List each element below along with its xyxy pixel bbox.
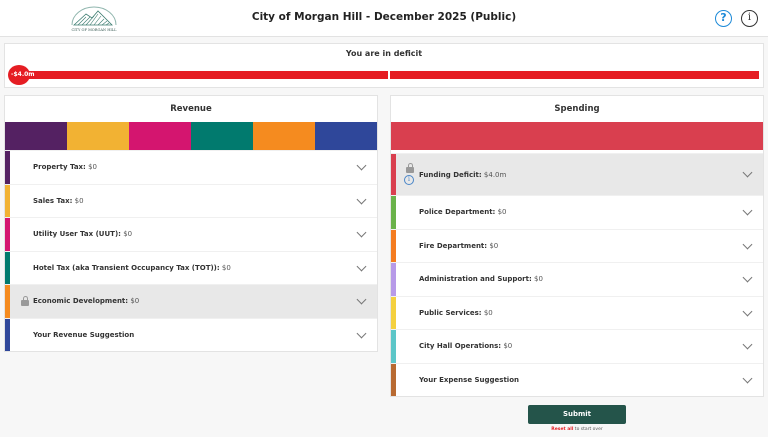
row-label: Your Revenue Suggestion xyxy=(33,330,135,339)
spending-row-funding-deficit[interactable]: i Funding Deficit: $4.0m xyxy=(391,153,763,195)
strip-segment xyxy=(5,122,67,150)
deficit-bar-midpoint xyxy=(388,71,390,79)
row-label: Funding Deficit: $4.0m xyxy=(419,171,507,179)
spending-row-city-hall[interactable]: City Hall Operations: $0 xyxy=(391,329,763,363)
chevron-down-icon[interactable] xyxy=(356,227,367,238)
svg-text:CITY OF MORGAN HILL: CITY OF MORGAN HILL xyxy=(71,28,117,32)
chevron-down-icon[interactable] xyxy=(742,167,753,178)
chevron-down-icon[interactable] xyxy=(356,294,367,305)
color-indicator xyxy=(5,318,10,351)
spending-title: Spending xyxy=(554,104,600,114)
revenue-title: Revenue xyxy=(170,104,212,114)
revenue-row-property-tax[interactable]: Property Tax: $0 xyxy=(5,150,377,184)
revenue-row-hotel-tax[interactable]: Hotel Tax (aka Transient Occupancy Tax (… xyxy=(5,250,377,284)
header: CITY OF MORGAN HILL City of Morgan Hill … xyxy=(0,0,768,37)
spending-row-fire[interactable]: Fire Department: $0 xyxy=(391,228,763,262)
strip-segment xyxy=(253,122,315,150)
chevron-down-icon[interactable] xyxy=(742,306,753,316)
strip-segment xyxy=(315,122,377,150)
color-indicator xyxy=(391,154,396,195)
spending-row-police[interactable]: Police Department: $0 xyxy=(391,195,763,229)
row-label: Police Department: $0 xyxy=(419,208,507,216)
color-indicator xyxy=(5,251,10,284)
city-logo: CITY OF MORGAN HILL xyxy=(71,6,117,32)
chevron-down-icon[interactable] xyxy=(356,328,367,338)
chevron-down-icon[interactable] xyxy=(356,194,367,204)
spending-color-strip xyxy=(391,122,763,150)
color-indicator xyxy=(391,363,396,396)
color-indicator xyxy=(391,263,396,296)
revenue-row-economic-development[interactable]: Economic Development: $0 xyxy=(5,284,377,318)
row-label: Sales Tax: $0 xyxy=(33,196,84,205)
color-indicator xyxy=(5,218,10,251)
deficit-card: You are in deficit -$4.0m xyxy=(4,43,764,88)
color-indicator xyxy=(5,151,10,184)
spending-panel: Spending i Funding Deficit: $4.0m Police… xyxy=(390,95,764,397)
deficit-bar xyxy=(9,71,759,79)
color-indicator xyxy=(391,196,396,229)
row-label: Property Tax: $0 xyxy=(33,163,98,171)
revenue-row-utility-user-tax[interactable]: Utility User Tax (UUT): $0 xyxy=(5,217,377,251)
chevron-down-icon[interactable] xyxy=(742,205,753,216)
strip-segment xyxy=(67,122,129,150)
chevron-down-icon[interactable] xyxy=(742,272,753,283)
reset-all-link[interactable]: Reset all xyxy=(551,427,574,432)
chevron-down-icon[interactable] xyxy=(742,239,753,249)
deficit-status: You are in deficit xyxy=(345,49,423,58)
info-icon[interactable]: i xyxy=(741,10,758,27)
lock-icon xyxy=(21,296,29,306)
revenue-color-strip xyxy=(5,122,377,150)
color-indicator xyxy=(5,285,10,318)
spending-row-public-services[interactable]: Public Services: $0 xyxy=(391,295,763,329)
row-label: Hotel Tax (aka Transient Occupancy Tax (… xyxy=(33,263,231,272)
row-label: Your Expense Suggestion xyxy=(419,375,519,384)
reset-line: Reset all to start over xyxy=(528,427,626,432)
revenue-row-sales-tax[interactable]: Sales Tax: $0 xyxy=(5,183,377,217)
info-icon[interactable]: i xyxy=(404,175,414,185)
chevron-down-icon[interactable] xyxy=(356,160,367,171)
chevron-down-icon[interactable] xyxy=(356,261,367,271)
chevron-down-icon[interactable] xyxy=(742,339,753,350)
submit-button[interactable]: Submit xyxy=(528,405,626,424)
row-label: Utility User Tax (UUT): $0 xyxy=(33,230,133,238)
row-label: Fire Department: $0 xyxy=(419,241,499,250)
spending-row-administration[interactable]: Administration and Support: $0 xyxy=(391,262,763,296)
strip-segment xyxy=(129,122,191,150)
help-icon[interactable]: ? xyxy=(715,10,732,27)
revenue-row-suggestion[interactable]: Your Revenue Suggestion xyxy=(5,317,377,351)
spending-row-suggestion[interactable]: Your Expense Suggestion xyxy=(391,362,763,396)
strip-segment xyxy=(391,122,763,150)
color-indicator xyxy=(391,296,396,329)
color-indicator xyxy=(391,330,396,363)
row-label: Economic Development: $0 xyxy=(33,297,140,305)
lock-icon xyxy=(406,163,414,173)
row-label: Public Services: $0 xyxy=(419,308,493,317)
deficit-amount-badge: -$4.0m xyxy=(8,65,35,85)
color-indicator xyxy=(391,229,396,262)
reset-suffix: to start over xyxy=(573,427,603,432)
row-label: City Hall Operations: $0 xyxy=(419,342,513,350)
revenue-panel: Revenue Property Tax: $0 Sales Tax: $0 U… xyxy=(4,95,378,352)
row-label: Administration and Support: $0 xyxy=(419,275,543,283)
chevron-down-icon[interactable] xyxy=(742,373,753,383)
page-title: City of Morgan Hill - December 2025 (Pub… xyxy=(251,11,517,23)
color-indicator xyxy=(5,184,10,217)
strip-segment xyxy=(191,122,253,150)
